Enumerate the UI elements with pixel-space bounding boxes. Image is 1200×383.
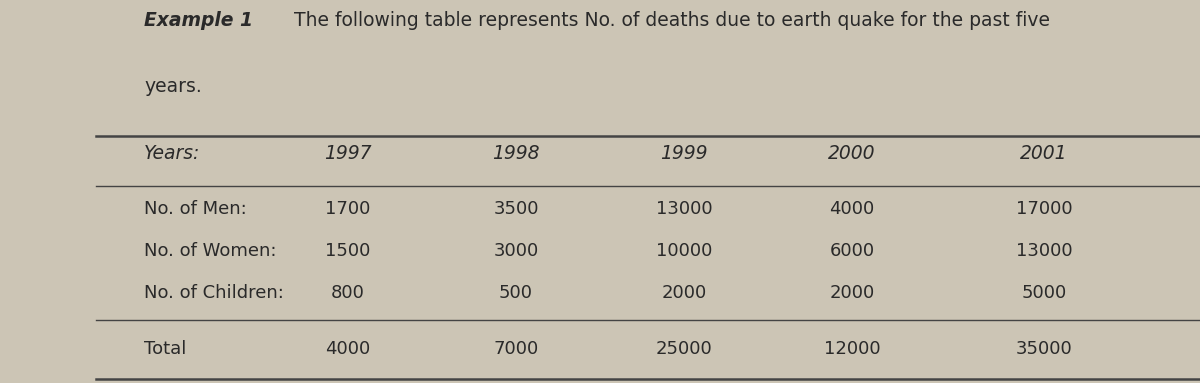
Text: 2001: 2001	[1020, 144, 1068, 163]
Text: 7000: 7000	[493, 340, 539, 357]
Text: 13000: 13000	[1015, 242, 1073, 260]
Text: 4000: 4000	[829, 200, 875, 218]
Text: 3000: 3000	[493, 242, 539, 260]
Text: No. of Women:: No. of Women:	[144, 242, 276, 260]
Text: 2000: 2000	[828, 144, 876, 163]
Text: 1700: 1700	[325, 200, 371, 218]
Text: 1998: 1998	[492, 144, 540, 163]
Text: The following table represents No. of deaths due to earth quake for the past fiv: The following table represents No. of de…	[294, 11, 1050, 31]
Text: 2000: 2000	[829, 284, 875, 302]
Text: 17000: 17000	[1015, 200, 1073, 218]
Text: Example 1: Example 1	[144, 11, 253, 31]
Text: 25000: 25000	[655, 340, 713, 357]
Text: 6000: 6000	[829, 242, 875, 260]
Text: No. of Men:: No. of Men:	[144, 200, 247, 218]
Text: Total: Total	[144, 340, 186, 357]
Text: 500: 500	[499, 284, 533, 302]
Text: Years:: Years:	[144, 144, 200, 163]
Text: 5000: 5000	[1021, 284, 1067, 302]
Text: 2000: 2000	[661, 284, 707, 302]
Text: 12000: 12000	[823, 340, 881, 357]
Text: 1500: 1500	[325, 242, 371, 260]
Text: years.: years.	[144, 77, 202, 96]
Text: 3500: 3500	[493, 200, 539, 218]
Text: 35000: 35000	[1015, 340, 1073, 357]
Text: 10000: 10000	[656, 242, 712, 260]
Text: 4000: 4000	[325, 340, 371, 357]
Text: 13000: 13000	[655, 200, 713, 218]
Text: 800: 800	[331, 284, 365, 302]
Text: 1997: 1997	[324, 144, 372, 163]
Text: 1999: 1999	[660, 144, 708, 163]
Text: No. of Children:: No. of Children:	[144, 284, 284, 302]
